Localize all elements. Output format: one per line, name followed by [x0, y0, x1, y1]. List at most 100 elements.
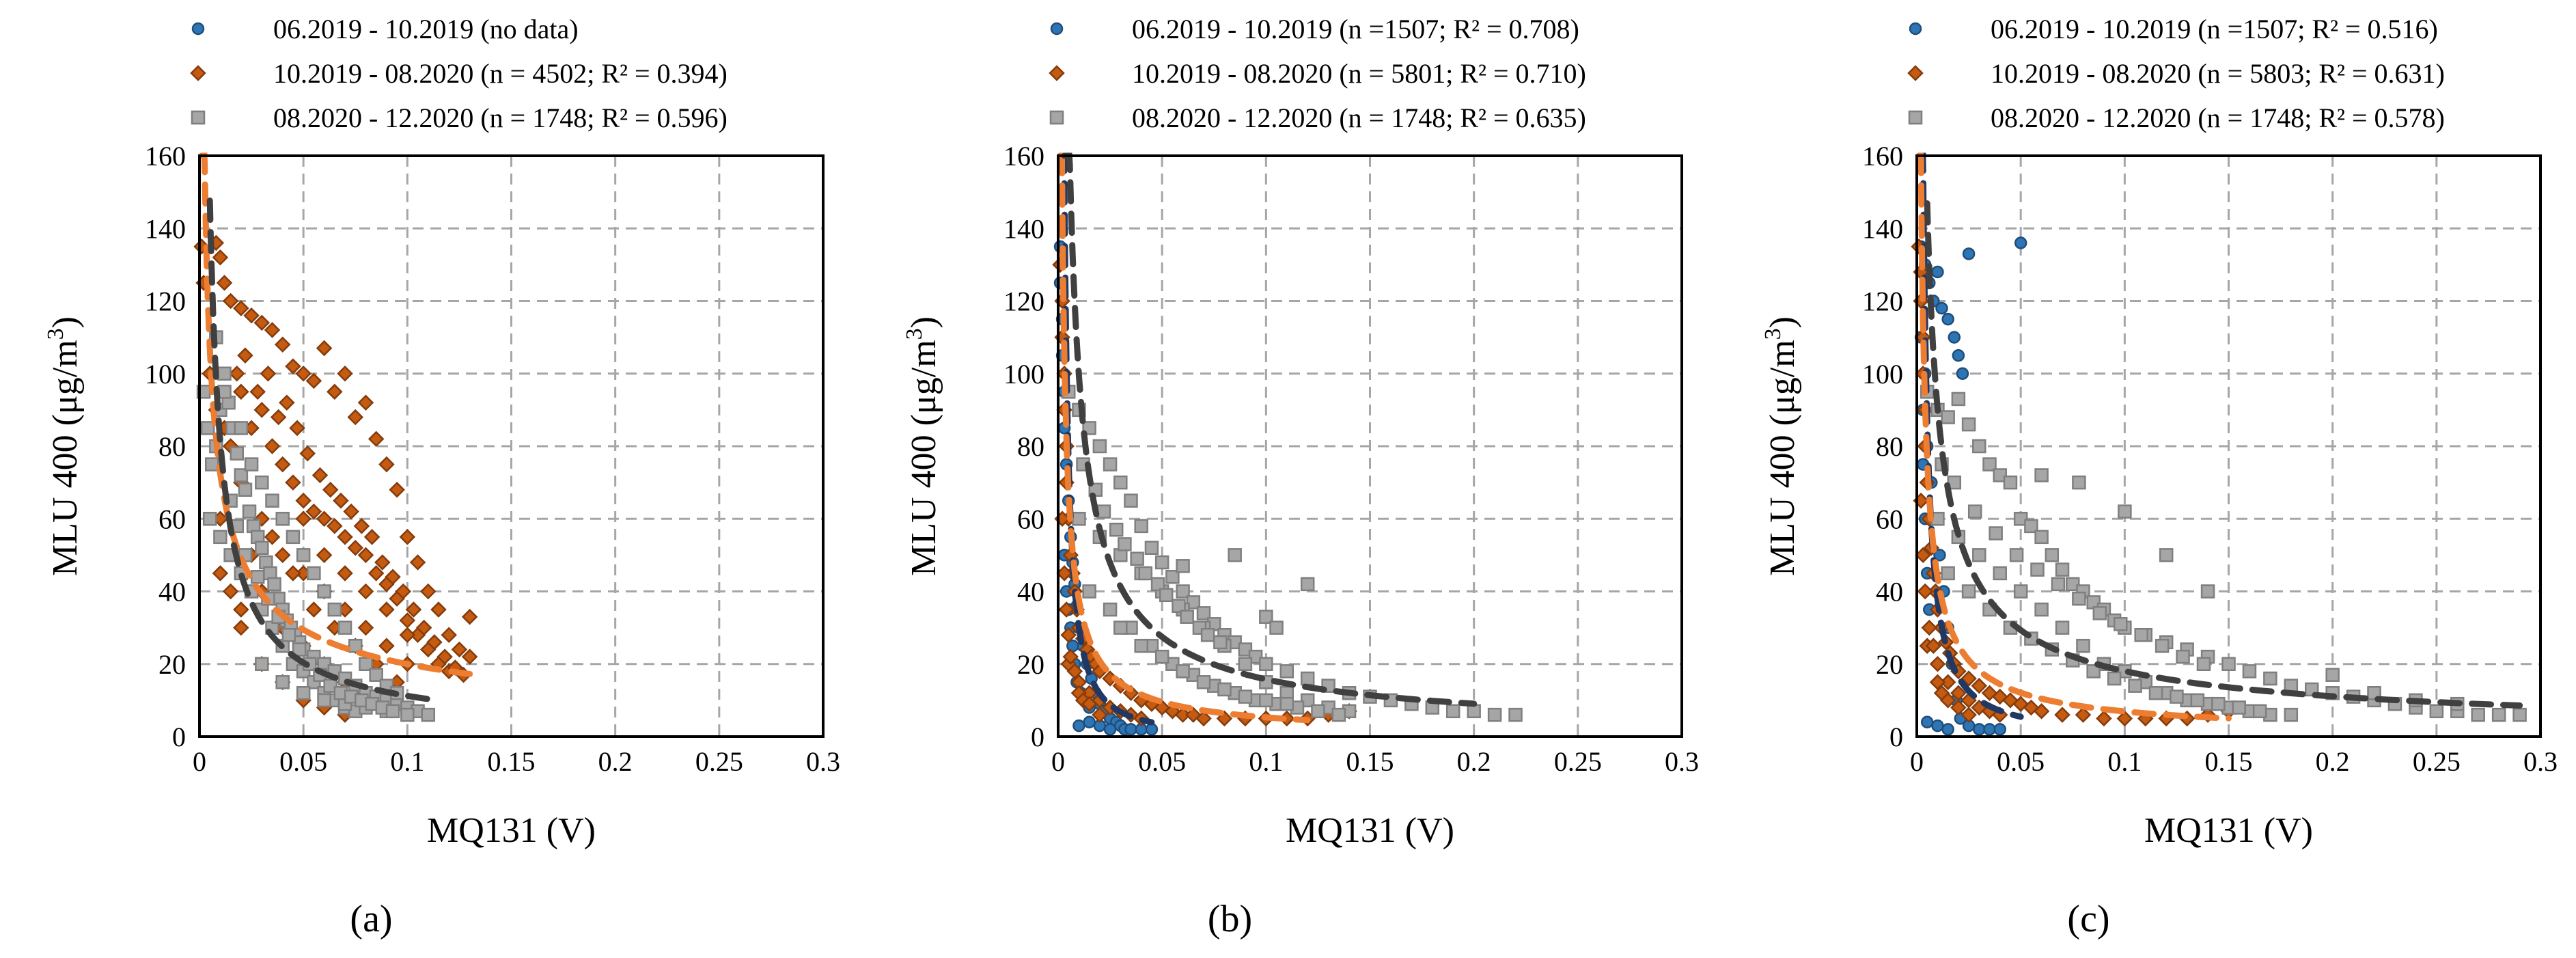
- chart-panel-c: 0 0.05 0.1 0.15 0.2 0.25 0.3 0 20 40 60 80 100 120 140…: [1717, 0, 2576, 955]
- data-point-diamond: [264, 322, 281, 338]
- data-point-square: [2072, 475, 2086, 490]
- data-point-square: [2211, 696, 2226, 711]
- data-point-diamond: [1062, 648, 1079, 665]
- x-tick-label: 0.25: [2413, 746, 2461, 777]
- data-point-diamond: [1056, 565, 1072, 581]
- legend-label: 08.2020 - 12.2020 (n = 1748; R² = 0.596): [273, 102, 728, 133]
- data-point-diamond: [305, 372, 322, 389]
- data-point-circle: [1920, 715, 1934, 728]
- data-point-square: [2034, 530, 2049, 545]
- x-tick-label: 0: [1051, 746, 1065, 777]
- data-point-square: [1259, 657, 1273, 671]
- data-point-square: [1941, 410, 1955, 424]
- legend-marker-circle: [1909, 22, 1922, 36]
- data-point-square: [1445, 704, 1460, 719]
- data-point-square: [1200, 628, 1215, 642]
- data-point-square: [1238, 657, 1253, 671]
- y-tick-label: 20: [1017, 649, 1044, 680]
- y-tick-label: 160: [1862, 141, 1903, 172]
- y-tick-label: 80: [1876, 431, 1903, 462]
- data-point-square: [2263, 671, 2277, 686]
- data-point-square: [2086, 664, 2101, 679]
- legend-marker-circle: [1050, 22, 1064, 36]
- x-tick-label: 0.3: [1665, 746, 1699, 777]
- data-point-square: [1213, 635, 1228, 650]
- data-point-square: [286, 530, 301, 545]
- data-point-square: [2200, 584, 2215, 599]
- data-point-square: [213, 530, 227, 545]
- x-tick-label: 0.1: [2107, 746, 2142, 777]
- data-point-diamond: [274, 336, 291, 353]
- data-point-diamond: [270, 409, 287, 426]
- data-point-square: [242, 504, 257, 519]
- y-tick-label: 20: [1876, 649, 1903, 680]
- data-point-square: [2045, 548, 2060, 562]
- data-point-circle: [1072, 719, 1085, 733]
- data-point-diamond: [279, 394, 295, 411]
- data-point-square: [2076, 638, 2090, 653]
- data-point-diamond: [2075, 707, 2092, 723]
- data-point-square: [292, 642, 307, 657]
- data-point-square: [1300, 577, 1315, 592]
- data-point-square: [2118, 504, 2132, 519]
- data-point-diamond: [295, 510, 311, 528]
- data-point-square: [2107, 671, 2122, 686]
- scatter-chart-a: 0 0.05 0.1 0.15 0.2 0.25 0.3 0 20 40 60 80 100 120 140…: [43, 14, 840, 940]
- data-point-circle: [1948, 331, 1961, 344]
- panel-label: (c): [2067, 898, 2109, 940]
- legend-label: 08.2020 - 12.2020 (n = 1748; R² = 0.578): [1991, 102, 2445, 133]
- x-tick-label: 0.05: [1138, 746, 1186, 777]
- data-point-square: [2491, 707, 2506, 722]
- data-point-square: [1154, 555, 1169, 570]
- data-point-square: [1972, 548, 1986, 562]
- y-tick-label: 0: [172, 722, 186, 752]
- trendline-1: [206, 197, 432, 702]
- data-point-square: [1508, 707, 1523, 722]
- data-point-square: [1124, 493, 1138, 508]
- chart-panel-b: 0 0.05 0.1 0.15 0.2 0.25 0.3 0 20 40 60 80 100 120 140…: [859, 0, 1717, 955]
- x-tick-label: 0: [193, 746, 206, 777]
- data-point-diamond: [233, 383, 249, 400]
- data-point-diamond: [327, 383, 343, 400]
- x-axis-label: MQ131 (V): [427, 811, 596, 850]
- data-point-square: [230, 446, 245, 461]
- data-point-square: [296, 686, 311, 700]
- data-point-square: [2471, 707, 2485, 722]
- data-point-diamond: [1961, 670, 1977, 687]
- data-point-square: [1300, 693, 1315, 708]
- data-point-square: [1228, 548, 1242, 562]
- data-point-circle: [1083, 715, 1096, 728]
- data-point-diamond: [363, 529, 380, 545]
- data-point-square: [1172, 599, 1186, 613]
- data-point-diamond: [1939, 674, 1956, 691]
- data-point-diamond: [1058, 601, 1075, 618]
- data-point-square: [1118, 537, 1132, 551]
- legend-marker-square: [191, 110, 206, 125]
- chart-panel-a: 0 0.05 0.1 0.15 0.2 0.25 0.3 0 20 40 60 80 100 120 140…: [0, 0, 859, 955]
- data-point-square: [2284, 707, 2299, 722]
- data-point-square: [1180, 610, 1194, 624]
- data-point-diamond: [212, 565, 229, 581]
- data-point-square: [1217, 682, 1232, 697]
- data-point-square: [1259, 610, 1273, 624]
- x-tick-label: 0.3: [806, 746, 840, 777]
- data-point-diamond: [243, 307, 260, 324]
- data-point-square: [275, 675, 290, 689]
- data-point-diamond: [1917, 583, 1933, 600]
- data-point-diamond: [409, 554, 426, 571]
- data-point-square: [2325, 668, 2340, 682]
- x-tick-label: 0.3: [2523, 746, 2558, 777]
- data-point-circle: [1931, 265, 1944, 279]
- y-tick-label: 0: [1031, 722, 1044, 752]
- trendline-2: [1061, 152, 1478, 707]
- data-point-square: [2066, 577, 2080, 592]
- data-point-diamond: [1066, 663, 1083, 680]
- data-point-diamond: [1950, 699, 1967, 716]
- data-point-circle: [1983, 723, 1996, 736]
- data-point-diamond: [357, 394, 374, 411]
- y-tick-label: 80: [158, 431, 186, 462]
- y-tick-label: 40: [1876, 577, 1903, 607]
- data-point-diamond: [305, 601, 322, 618]
- data-point-square: [327, 602, 342, 617]
- data-point-square: [2134, 628, 2148, 642]
